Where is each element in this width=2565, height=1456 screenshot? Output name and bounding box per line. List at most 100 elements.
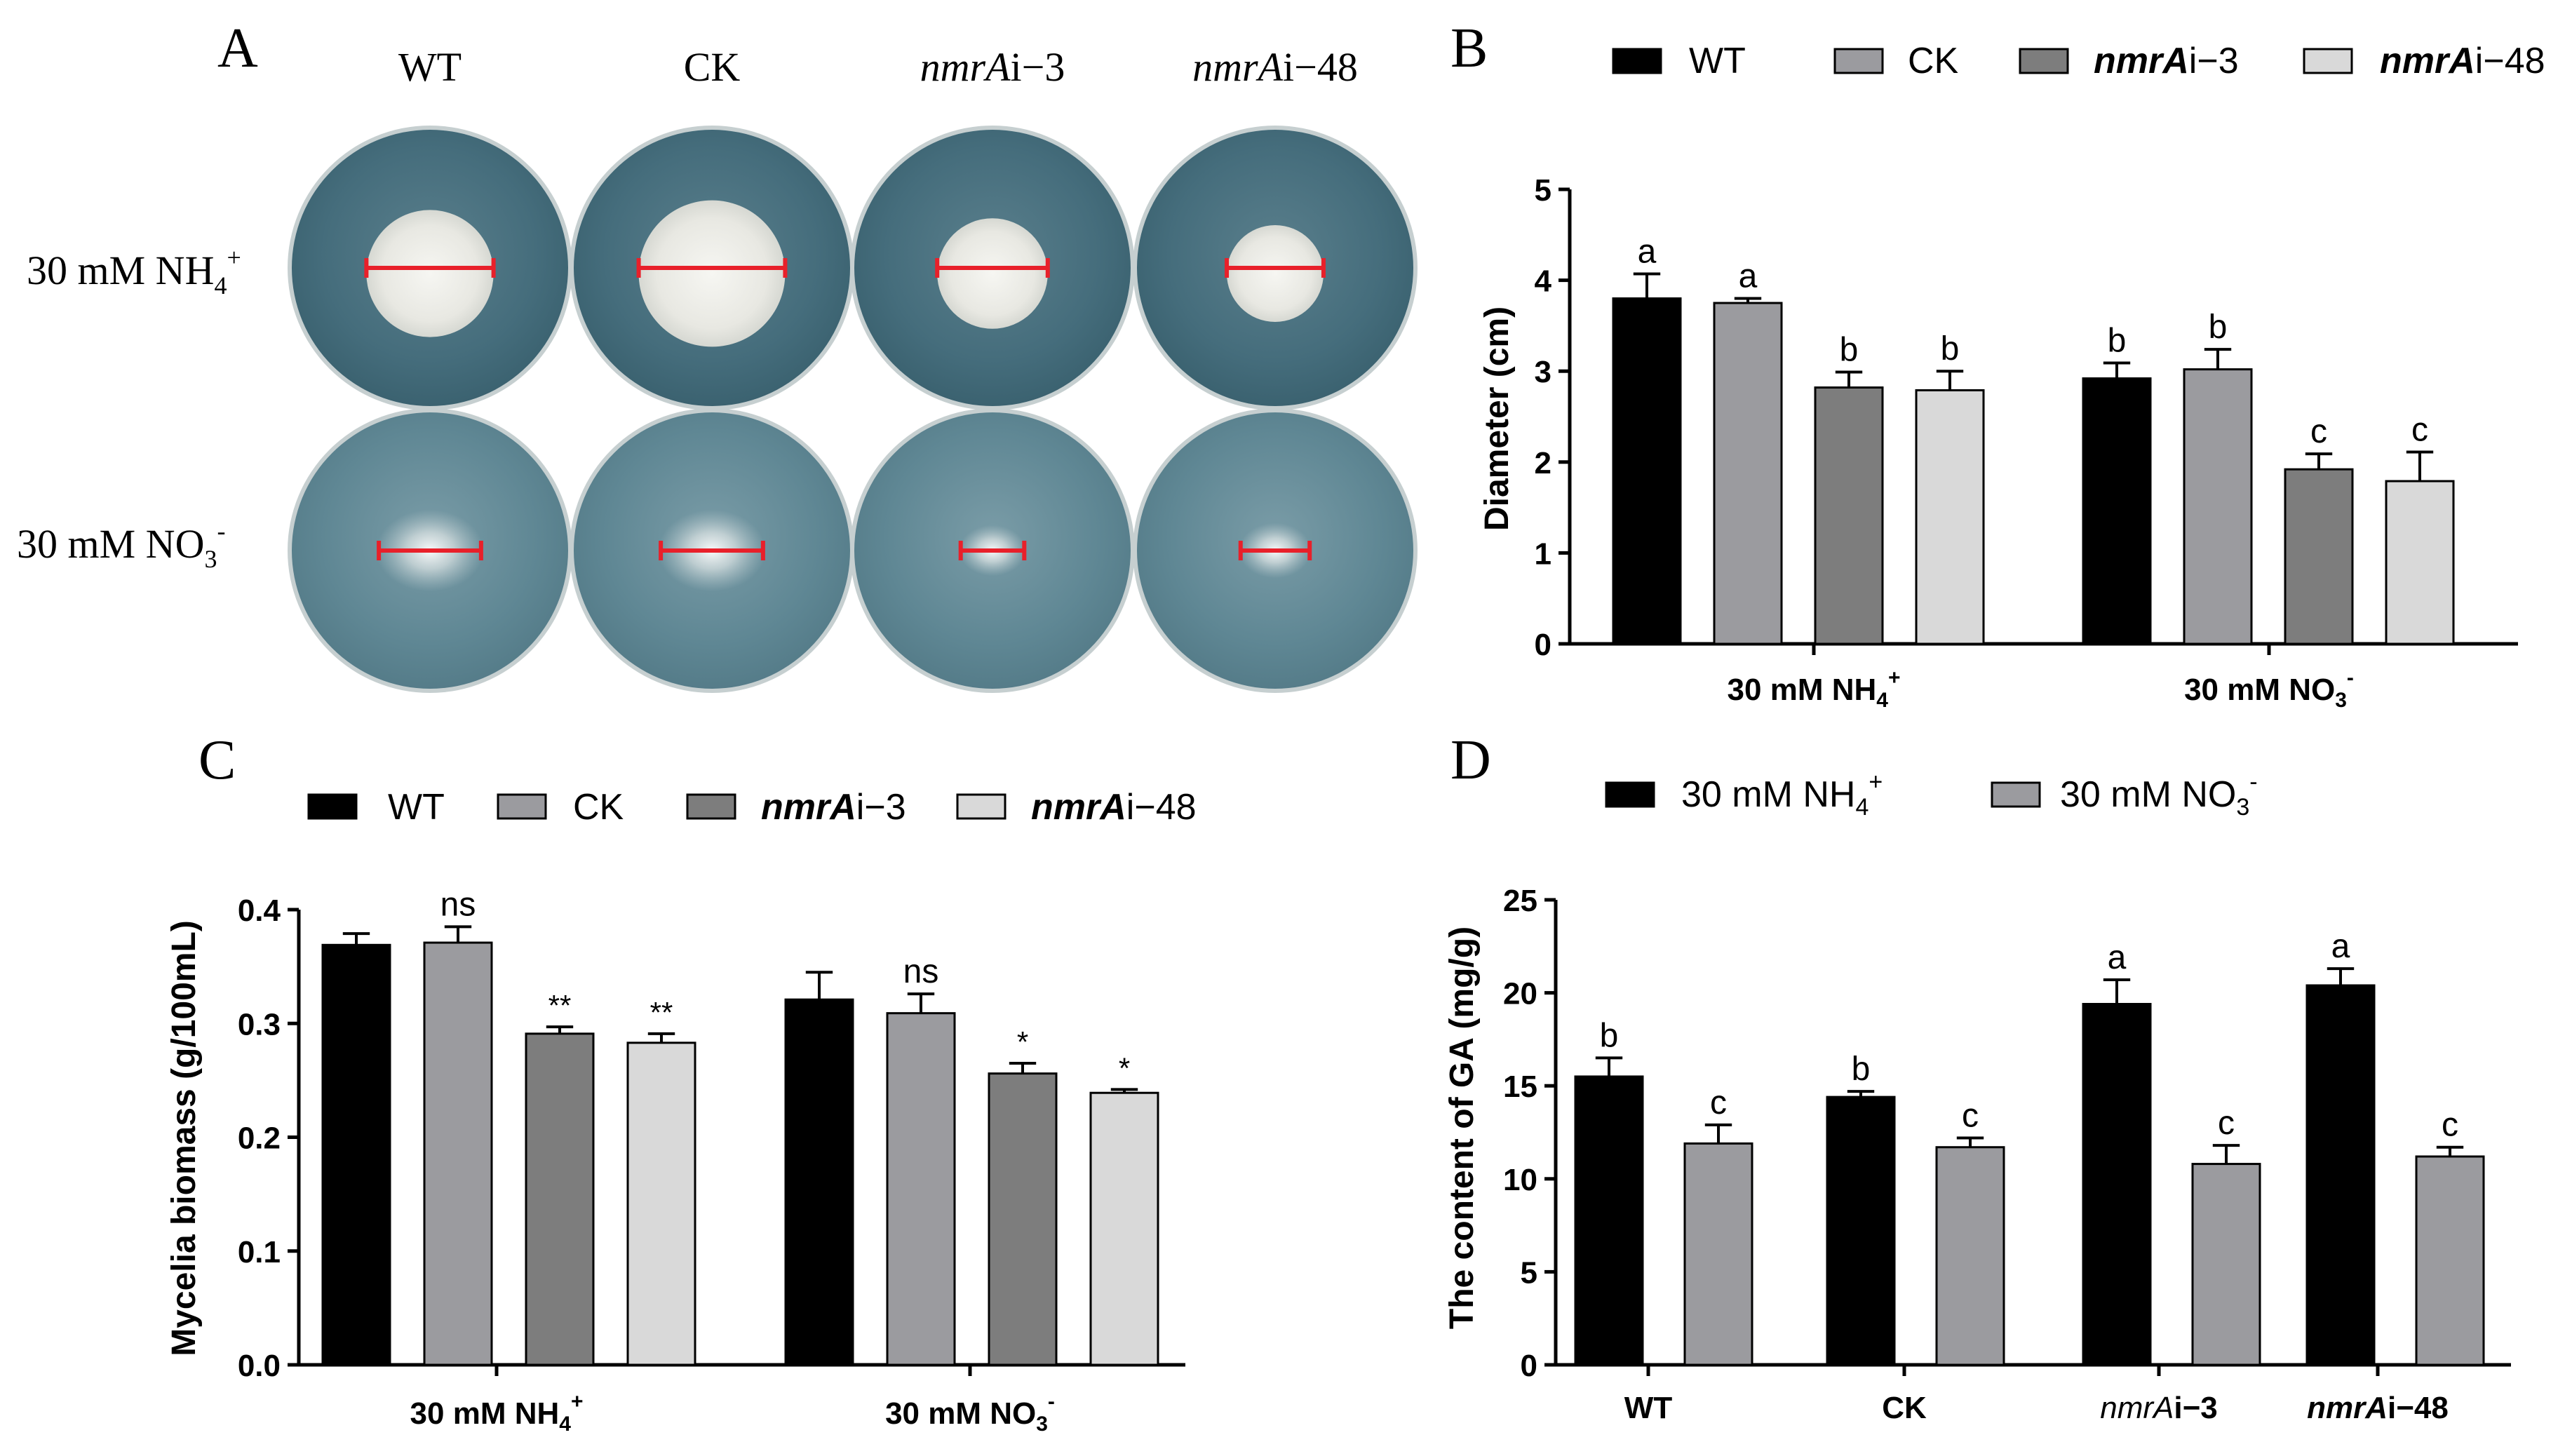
legend-c-swatch-wt	[307, 793, 358, 820]
x-label-b-nh4-sup: +	[1888, 666, 1901, 689]
bar	[2305, 984, 2376, 1366]
x-label-b-nh4: 30 mM NH4+	[1728, 666, 1901, 712]
legend-c-label-nmr3-rest: i−3	[856, 787, 906, 828]
y-axis-label-c: Mycelia biomass (g/100mL)	[166, 920, 203, 1356]
panel-label-b: B	[1450, 18, 1488, 79]
x-label-c-nh4-base: 30 mM NH	[410, 1396, 560, 1431]
legend-b-label-nmr48: nmrAi−48	[2380, 41, 2545, 81]
x-label-c-nh4-sub: 4	[559, 1413, 571, 1436]
bar	[1683, 1142, 1753, 1366]
legend-d: 30 mM NH4+ 30 mM NO3-	[1605, 769, 2258, 821]
legend-b-swatch-ck	[1833, 48, 1884, 74]
x-label-c-no3-sup: -	[1048, 1390, 1055, 1413]
legend-d-label-no3-base: 30 mM NO	[2060, 774, 2236, 815]
x-label-d-nmr48: nmrAi−48	[2307, 1391, 2449, 1425]
bar	[1612, 297, 1682, 645]
bar	[1089, 1091, 1159, 1366]
significance-label: ns	[440, 886, 476, 923]
y-tick-label: 20	[1503, 977, 1537, 1011]
panel-c: C WT CK nmrAi−3 nmrAi−48 Mycelia biomass…	[166, 729, 1197, 1436]
bar	[1826, 1096, 1896, 1366]
significance-label: c	[2218, 1105, 2235, 1142]
strain-label-ck: CK	[684, 44, 741, 90]
panel-d: D 30 mM NH4+ 30 mM NO3- The content of G…	[1443, 729, 2511, 1425]
strain-label-wt: WT	[398, 44, 462, 90]
legend-d-swatch-no3	[1991, 781, 2041, 808]
legend-c-label-wt: WT	[388, 787, 445, 828]
bar	[784, 998, 854, 1366]
panel-a: A WT CK nmrAi−3 nmrAi−48 30 mM NH4+ 30 m…	[17, 18, 1418, 693]
legend-b-swatch-nmr3	[2019, 48, 2069, 74]
y-tick-label: 10	[1503, 1163, 1537, 1197]
legend-b-label-nmr3-rest: i−3	[2189, 41, 2239, 81]
x-label-b-nh4-sub: 4	[1876, 689, 1888, 712]
x-label-c-nh4-sup: +	[571, 1390, 584, 1413]
legend-b-label-nmr3-italic: nmrA	[2094, 41, 2189, 81]
legend-c-label-nmr48-rest: i−48	[1126, 787, 1197, 828]
x-label-d-nmr48-rest: i−48	[2388, 1391, 2449, 1425]
legend-c-swatch-nmr3	[686, 793, 736, 820]
significance-label: c	[1710, 1084, 1727, 1121]
significance-label: c	[2411, 412, 2428, 449]
bar	[1814, 386, 1884, 645]
legend-d-label-nh4: 30 mM NH4+	[1681, 769, 1883, 821]
legend-d-label-no3-sup: -	[2249, 769, 2257, 795]
legend-c-swatch-nmr48	[956, 793, 1007, 820]
legend-d-label-nh4-base: 30 mM NH	[1681, 774, 1855, 815]
row-label-nh4-sub: 4	[214, 271, 227, 299]
significance-label: b	[1840, 331, 1859, 368]
y-tick-label: 2	[1535, 446, 1551, 480]
y-tick-label: 5	[1521, 1255, 1537, 1290]
bar	[2082, 1003, 2152, 1366]
bar	[988, 1072, 1058, 1366]
row-label-no3-base: 30 mM NO	[17, 521, 204, 567]
significance-label: b	[1941, 330, 1960, 368]
bar	[1915, 389, 1985, 645]
legend-c-label-nmr48: nmrAi−48	[1031, 787, 1197, 828]
x-label-d-nmr48-italic: nmrA	[2307, 1391, 2388, 1425]
row-label-no3-sub: 3	[204, 545, 217, 573]
x-label-c-nh4: 30 mM NH4+	[410, 1390, 584, 1436]
significance-label: a	[1739, 258, 1758, 295]
bar	[2284, 468, 2354, 645]
legend-c-label-nmr48-italic: nmrA	[1031, 787, 1126, 828]
legend-d-label-nh4-sub: 4	[1855, 794, 1869, 821]
x-label-b-no3: 30 mM NO3-	[2184, 666, 2354, 712]
y-tick-label: 0.3	[238, 1007, 281, 1042]
x-label-b-no3-sub: 3	[2335, 689, 2347, 712]
row-label-nh4-base: 30 mM NH	[27, 248, 214, 293]
legend-b-label-nmr48-rest: i−48	[2475, 41, 2545, 81]
strain-label-nmr48-italic: nmrA	[1192, 44, 1283, 90]
fungal-colony	[1227, 225, 1324, 322]
legend-d-label-no3-sub: 3	[2236, 794, 2249, 821]
significance-label: **	[548, 989, 572, 1022]
bar	[423, 941, 493, 1366]
strain-label-nmr48-rest: i−48	[1283, 44, 1358, 90]
bar	[2082, 377, 2152, 645]
x-label-c-no3-base: 30 mM NO	[885, 1396, 1036, 1431]
significance-label: a	[2331, 928, 2350, 965]
y-tick-label: 0.1	[238, 1235, 281, 1269]
panel-label-c: C	[198, 729, 236, 791]
legend-c-label-nmr3: nmrAi−3	[761, 787, 906, 828]
bar	[1713, 302, 1783, 645]
bar	[1935, 1146, 2005, 1366]
significance-label: a	[2108, 939, 2127, 976]
legend-d-swatch-nh4	[1605, 781, 1655, 808]
y-tick-label: 1	[1535, 537, 1551, 571]
x-label-b-nh4-base: 30 mM NH	[1728, 673, 1877, 707]
y-tick-label: 25	[1503, 884, 1537, 918]
panel-label-d: D	[1450, 729, 1491, 791]
legend-b-label-nmr3: nmrAi−3	[2094, 41, 2239, 81]
fungal-colony	[937, 218, 1048, 329]
bar	[626, 1042, 696, 1366]
y-tick-label: 4	[1535, 264, 1552, 299]
panel-label-a: A	[217, 18, 258, 79]
legend-b-label-wt: WT	[1689, 41, 1746, 81]
fungal-colony	[638, 200, 786, 347]
x-label-b-no3-sup: -	[2347, 666, 2354, 689]
y-tick-label: 0.4	[238, 894, 281, 928]
significance-label: ns	[903, 953, 939, 990]
legend-c-label-nmr3-italic: nmrA	[761, 787, 856, 828]
